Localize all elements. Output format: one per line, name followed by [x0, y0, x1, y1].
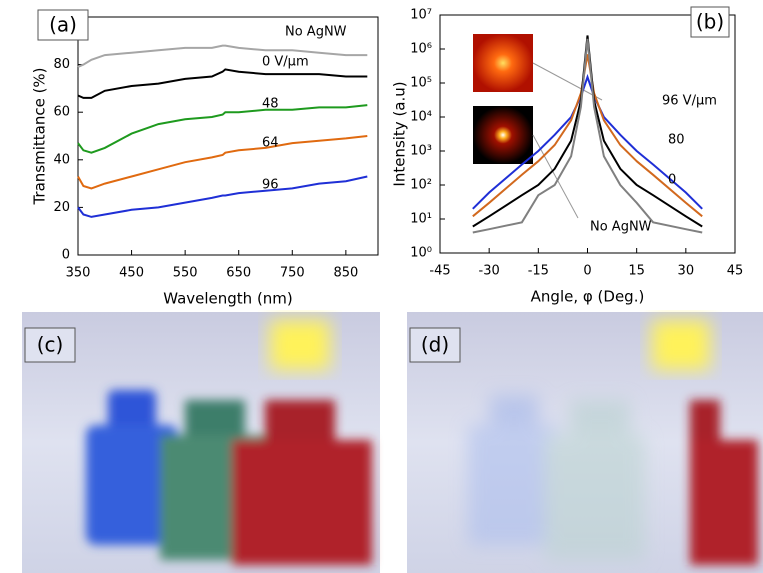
panel-label: (c) — [37, 333, 64, 357]
y-tick-label: 10⁵ — [410, 76, 432, 91]
panel-label: (b) — [696, 10, 724, 34]
x-tick-label: 850 — [333, 266, 358, 281]
y-tick-label: 10⁴ — [410, 110, 432, 125]
series-label: 64 — [262, 136, 279, 151]
x-tick-label: 30 — [678, 264, 695, 279]
series-line — [78, 46, 367, 67]
series-label: 0 — [668, 173, 676, 188]
x-tick-label: 550 — [173, 266, 198, 281]
inset-image — [473, 34, 533, 92]
y-tick-label: 80 — [53, 57, 70, 72]
x-tick-label: 750 — [280, 266, 305, 281]
x-tick-label: 15 — [628, 264, 645, 279]
y-tick-label: 0 — [62, 248, 70, 263]
series-line — [78, 136, 367, 188]
x-tick-label: 45 — [727, 264, 744, 279]
x-tick-label: -15 — [528, 264, 549, 279]
x-axis-label: Wavelength (nm) — [163, 290, 293, 308]
inset-image — [473, 106, 533, 164]
series-line — [78, 105, 367, 153]
y-tick-label: 10⁶ — [410, 42, 432, 57]
x-tick-label: -30 — [479, 264, 500, 279]
series-line — [78, 177, 367, 217]
y-axis-label: Transmittance (%) — [31, 67, 49, 205]
series-label: 48 — [262, 97, 279, 112]
y-tick-label: 10³ — [410, 144, 432, 159]
page: 020406080100350450550650750850Wavelength… — [0, 0, 763, 573]
panel-label: (a) — [49, 13, 77, 37]
x-tick-label: -45 — [429, 264, 450, 279]
series-label: 96 — [262, 178, 279, 193]
figure: 020406080100350450550650750850Wavelength… — [0, 0, 763, 573]
y-tick-label: 40 — [53, 152, 70, 167]
series-label: 80 — [668, 133, 685, 148]
pointer-line — [533, 135, 578, 218]
y-tick-label: 10² — [410, 178, 432, 193]
series-label: 0 V/μm — [262, 55, 309, 70]
x-axis-label: Angle, φ (Deg.) — [531, 288, 645, 306]
photo-object — [652, 320, 710, 370]
series-label: No AgNW — [590, 220, 652, 235]
photo-c — [22, 312, 380, 573]
y-tick-label: 10⁰ — [410, 246, 432, 261]
x-tick-label: 450 — [119, 266, 144, 281]
series-label: 96 V/μm — [662, 94, 717, 109]
series-label: No AgNW — [285, 25, 347, 40]
x-tick-label: 350 — [66, 266, 91, 281]
y-tick-label: 20 — [53, 200, 70, 215]
x-tick-label: 0 — [583, 264, 591, 279]
y-axis-label: Intensity (a.u) — [391, 81, 409, 186]
series-line — [78, 69, 367, 98]
panel-label: (d) — [421, 333, 449, 357]
y-tick-label: 10⁷ — [410, 8, 432, 23]
x-tick-label: 650 — [226, 266, 251, 281]
y-tick-label: 60 — [53, 105, 70, 120]
y-tick-label: 10¹ — [410, 212, 432, 227]
photo-object — [270, 320, 330, 370]
